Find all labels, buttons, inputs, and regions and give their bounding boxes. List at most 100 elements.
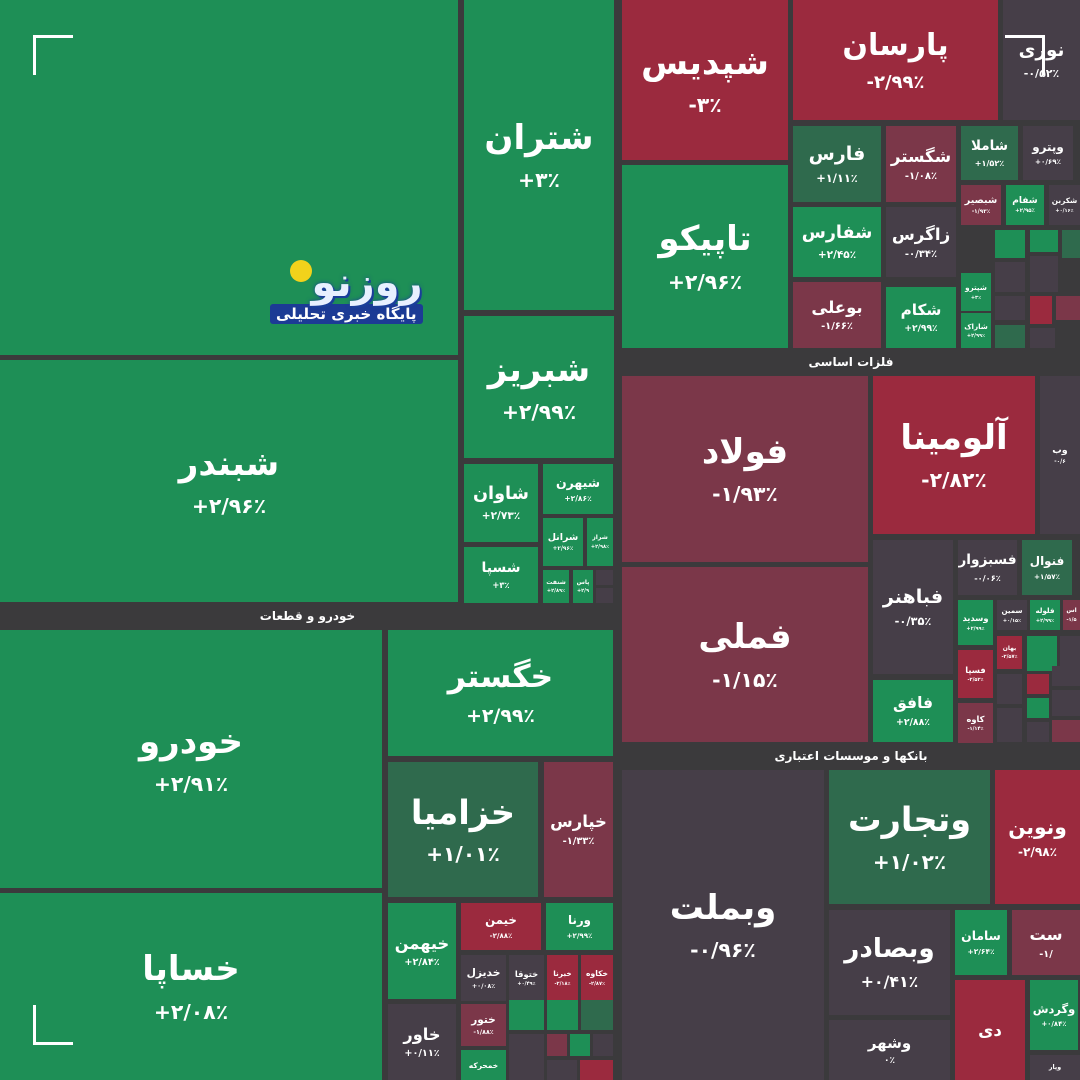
treemap-cell[interactable]: شاملا +۱/۵۲٪ xyxy=(961,126,1018,180)
treemap-cell[interactable]: شگستر -۱/۰۸٪ xyxy=(886,126,956,202)
treemap-cell[interactable]: وپار xyxy=(1030,1055,1080,1080)
treemap-cell[interactable]: خودرو +۲/۹۱٪ xyxy=(0,630,382,888)
treemap-cell[interactable]: فنوال +۱/۵۷٪ xyxy=(1022,540,1072,595)
treemap-cell-small[interactable] xyxy=(509,1000,544,1030)
treemap-cell-small[interactable] xyxy=(1062,230,1080,258)
treemap-cell-small[interactable] xyxy=(547,1060,577,1080)
treemap-cell-small[interactable] xyxy=(1030,230,1058,252)
treemap-cell[interactable]: فملی -۱/۱۵٪ xyxy=(622,567,868,742)
treemap-cell-small[interactable] xyxy=(1052,690,1080,716)
treemap-cell-small[interactable] xyxy=(997,674,1022,704)
treemap-cell-small[interactable] xyxy=(1030,296,1052,324)
treemap-cell-small[interactable] xyxy=(995,262,1025,292)
treemap-cell[interactable]: خیمن -۲/۸۸٪ xyxy=(461,903,541,950)
treemap-cell[interactable]: ختوقا +۰/۴۹٪ xyxy=(509,955,544,1001)
treemap-cell[interactable] xyxy=(596,570,613,585)
treemap-cell[interactable]: سمین +۰/۱۵٪ xyxy=(997,600,1027,630)
treemap-cell-small[interactable] xyxy=(580,1060,613,1080)
treemap-cell[interactable]: شکربن +۰/۱۶٪ xyxy=(1049,185,1080,225)
treemap-cell[interactable]: شرانل +۲/۹۶٪ xyxy=(543,518,583,566)
treemap-cell[interactable]: شاوان +۲/۷۳٪ xyxy=(464,464,538,542)
treemap-cell[interactable]: وپترو +۰/۶۹٪ xyxy=(1023,126,1073,180)
treemap-cell[interactable]: بوعلی -۱/۶۶٪ xyxy=(793,282,881,348)
treemap-cell-small[interactable] xyxy=(570,1034,590,1056)
treemap-cell[interactable]: فسپا -۲/۵۲٪ xyxy=(958,650,993,698)
treemap-cell[interactable]: فلوله +۲/۹۹٪ xyxy=(1030,600,1060,630)
treemap-cell-small[interactable] xyxy=(1027,636,1057,671)
treemap-cell[interactable]: شاراک +۲/۹۹٪ xyxy=(961,313,991,348)
treemap-cell[interactable]: فافق +۲/۸۸٪ xyxy=(873,680,953,742)
treemap-cell[interactable]: دی xyxy=(955,980,1025,1080)
treemap-cell-small[interactable] xyxy=(995,296,1025,320)
treemap-cell[interactable]: پارسان -۲/۹۹٪ xyxy=(793,0,998,120)
treemap-cell[interactable]: شبصیر -۱/۹۳٪ xyxy=(961,185,1001,225)
treemap-cell[interactable]: شسپا +۳٪ xyxy=(464,547,538,603)
treemap-cell[interactable]: شراز +۲/۹۸٪ xyxy=(587,518,613,566)
treemap-cell[interactable]: اس -۱/۵ xyxy=(1063,600,1080,630)
treemap-cell[interactable]: خمحرکه xyxy=(461,1050,506,1080)
treemap-cell-small[interactable] xyxy=(581,1000,613,1030)
treemap-cell[interactable]: شنفت +۲/۸۹٪ xyxy=(543,570,569,603)
treemap-cell[interactable]: خکاوه -۲/۸۷٪ xyxy=(581,955,613,1001)
treemap-cell[interactable]: وبملت -۰/۹۶٪ xyxy=(622,770,824,1080)
treemap-cell[interactable]: وشهر ۰٪ xyxy=(829,1020,950,1080)
treemap-cell[interactable]: پاس +۲/۹ xyxy=(573,570,593,603)
treemap-cell-small[interactable] xyxy=(1056,296,1080,320)
treemap-cell[interactable]: فولاد -۱/۹۳٪ xyxy=(622,376,868,562)
treemap-cell[interactable]: خاور +۰/۱۱٪ xyxy=(388,1004,456,1080)
treemap-cell-small[interactable] xyxy=(509,1034,544,1080)
treemap-cell[interactable]: خبرنا -۲/۱۸٪ xyxy=(547,955,578,1001)
treemap-cell[interactable]: خساپا +۲/۰۸٪ xyxy=(0,893,382,1080)
treemap-cell-small[interactable] xyxy=(1027,722,1049,742)
treemap-cell[interactable]: وبصادر +۰/۴۱٪ xyxy=(829,910,950,1015)
treemap-cell[interactable]: خگستر +۲/۹۹٪ xyxy=(388,630,613,756)
treemap-cell[interactable]: ختور -۱/۸۸٪ xyxy=(461,1004,506,1046)
treemap-cell[interactable]: وتجارت +۱/۰۲٪ xyxy=(829,770,990,904)
treemap-cell[interactable] xyxy=(596,588,613,603)
treemap-cell-small[interactable] xyxy=(1030,256,1058,292)
treemap-cell[interactable]: خپارس -۱/۳۳٪ xyxy=(544,762,613,897)
treemap-cell[interactable]: شکام +۲/۹۹٪ xyxy=(886,287,956,348)
treemap-cell[interactable]: فسبزوار -۰/۰۶٪ xyxy=(958,540,1017,595)
treemap-cell-small[interactable] xyxy=(995,325,1025,348)
treemap-cell[interactable]: شفارس +۲/۴۵٪ xyxy=(793,207,881,277)
treemap-cell[interactable]: ونوین -۲/۹۸٪ xyxy=(995,770,1080,904)
treemap-cell[interactable]: وگردش +۰/۸۴٪ xyxy=(1030,980,1078,1050)
treemap-cell[interactable]: شفام +۲/۹۵٪ xyxy=(1006,185,1044,225)
treemap-cell[interactable]: وب -۰/۶ xyxy=(1040,376,1080,534)
treemap-cell-small[interactable] xyxy=(547,1034,567,1056)
treemap-cell[interactable]: فباهنر -۰/۳۵٪ xyxy=(873,540,953,674)
treemap-cell[interactable]: خدیزل +۰/۰۸٪ xyxy=(461,955,506,1001)
treemap-cell[interactable]: تاپیکو +۲/۹۶٪ xyxy=(622,165,788,348)
treemap-cell[interactable]: آلومینا -۲/۸۲٪ xyxy=(873,376,1035,534)
treemap-cell[interactable]: وسدید +۲/۹۹٪ xyxy=(958,600,993,645)
treemap-cell[interactable]: شبندر +۲/۹۶٪ xyxy=(0,360,458,602)
treemap-cell[interactable]: بهان -۲/۵۷٪ xyxy=(997,636,1022,669)
treemap-cell[interactable] xyxy=(0,0,458,355)
treemap-cell-small[interactable] xyxy=(547,1000,578,1030)
treemap-cell[interactable]: خیهمن +۲/۸۴٪ xyxy=(388,903,456,999)
treemap-cell-small[interactable] xyxy=(1027,674,1049,694)
treemap-cell-small[interactable] xyxy=(593,1034,613,1056)
treemap-cell-small[interactable] xyxy=(1052,666,1080,686)
price-change: +۰/۴۹٪ xyxy=(517,981,536,988)
treemap-cell-small[interactable] xyxy=(1027,698,1049,718)
treemap-cell[interactable]: زاگرس -۰/۳۴٪ xyxy=(886,207,956,277)
treemap-cell[interactable]: شپترو +۳٪ xyxy=(961,273,991,311)
treemap-cell-small[interactable] xyxy=(997,708,1022,742)
treemap-cell[interactable]: شیهرن +۲/۸۶٪ xyxy=(543,464,613,514)
treemap-cell[interactable]: ست -۱/ xyxy=(1012,910,1080,975)
treemap-cell[interactable]: سامان +۲/۶۴٪ xyxy=(955,910,1007,975)
treemap-cell[interactable]: فارس +۱/۱۱٪ xyxy=(793,126,881,202)
treemap-cell[interactable]: خزامیا +۱/۰۱٪ xyxy=(388,762,538,897)
treemap-cell-small[interactable] xyxy=(1052,720,1080,742)
treemap-cell-small[interactable] xyxy=(1030,328,1055,348)
treemap-cell-small[interactable] xyxy=(1060,636,1080,666)
treemap-cell[interactable]: کاوه -۱/۱۴٪ xyxy=(958,703,993,743)
treemap-cell-small[interactable] xyxy=(995,230,1025,258)
treemap-cell[interactable]: شتران +۳٪ xyxy=(464,0,614,310)
treemap-cell[interactable]: نوری -۰/۵۲٪ xyxy=(1003,0,1080,120)
treemap-cell[interactable]: شپدیس -۳٪ xyxy=(622,0,788,160)
treemap-cell[interactable]: شبریز +۲/۹۹٪ xyxy=(464,316,614,458)
treemap-cell[interactable]: ورنا +۲/۹۹٪ xyxy=(546,903,613,950)
